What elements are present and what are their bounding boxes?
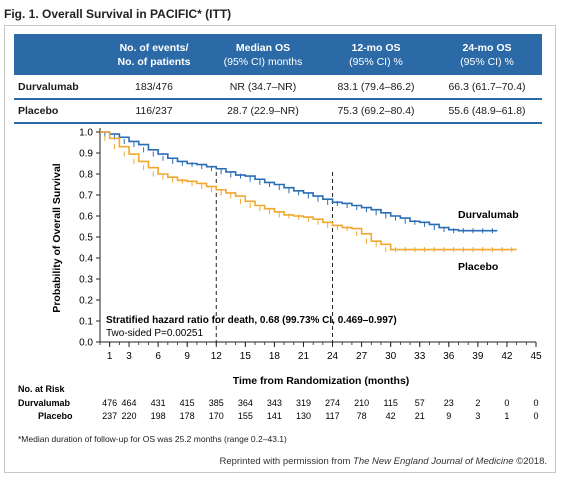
at-risk-title: No. at Risk bbox=[18, 384, 66, 394]
x-tick-label: 36 bbox=[443, 351, 455, 362]
y-tick-label: 0.5 bbox=[79, 233, 93, 244]
credit-suffix: ©2018. bbox=[513, 456, 547, 467]
table-row-durvalumab: Durvalumab 183/476 NR (34.7–NR) 83.1 (79… bbox=[14, 75, 542, 100]
x-tick-label: 27 bbox=[356, 351, 368, 362]
at-risk-count: 3 bbox=[475, 411, 480, 421]
cell-os12: 75.3 (69.2–80.4) bbox=[320, 99, 432, 124]
at-risk-count: 385 bbox=[209, 398, 224, 408]
km-curve-placebo bbox=[100, 131, 517, 251]
footnote: *Median duration of follow-up for OS was… bbox=[18, 434, 287, 444]
row-name: Durvalumab bbox=[14, 75, 102, 100]
at-risk-count: 57 bbox=[415, 398, 425, 408]
cell-events: 183/476 bbox=[102, 75, 206, 100]
at-risk-count: 464 bbox=[122, 398, 137, 408]
series-label-placebo: Placebo bbox=[458, 261, 498, 273]
x-tick-label: 3 bbox=[126, 351, 132, 362]
at-risk-count: 155 bbox=[238, 411, 253, 421]
y-tick-label: 1.0 bbox=[79, 128, 93, 139]
at-risk-count: 343 bbox=[267, 398, 282, 408]
x-axis-label: Time from Randomization (months) bbox=[233, 375, 410, 387]
at-risk-count: 210 bbox=[354, 398, 369, 408]
at-risk-count: 42 bbox=[386, 411, 396, 421]
at-risk-count: 220 bbox=[122, 411, 137, 421]
at-risk-count: 117 bbox=[325, 411, 339, 421]
credit-journal: The New England Journal of Medicine bbox=[353, 456, 514, 467]
hazard-ratio-text: Stratified hazard ratio for death, 0.68 … bbox=[106, 315, 397, 326]
at-risk-count: 415 bbox=[180, 398, 195, 408]
x-tick-label: 39 bbox=[472, 351, 484, 362]
at-risk-count: 237 bbox=[102, 411, 117, 421]
table-header-24mo: 24-mo OS (95% CI) % bbox=[460, 41, 514, 68]
cell-events: 116/237 bbox=[102, 99, 206, 124]
at-risk-count: 23 bbox=[444, 398, 454, 408]
cell-os12: 83.1 (79.4–86.2) bbox=[320, 75, 432, 100]
x-tick-label: 15 bbox=[240, 351, 252, 362]
x-tick-label: 33 bbox=[414, 351, 426, 362]
at-risk-count: 21 bbox=[415, 411, 425, 421]
y-tick-label: 0.6 bbox=[79, 212, 93, 223]
y-tick-label: 0.4 bbox=[79, 254, 93, 265]
cell-os24: 55.6 (48.9–61.8) bbox=[432, 99, 542, 124]
p-value-text: Two-sided P=0.00251 bbox=[106, 328, 203, 339]
cell-median: NR (34.7–NR) bbox=[206, 75, 320, 100]
x-tick-label: 24 bbox=[327, 351, 339, 362]
at-risk-count: 274 bbox=[325, 398, 340, 408]
at-risk-count: 476 bbox=[102, 398, 117, 408]
figure-frame bbox=[4, 25, 556, 473]
table-header-12mo: 12-mo OS (95% CI) % bbox=[349, 41, 403, 68]
y-tick-label: 0.1 bbox=[79, 317, 93, 328]
at-risk-count: 130 bbox=[296, 411, 311, 421]
at-risk-count: 431 bbox=[151, 398, 166, 408]
table-header-events: No. of events/ No. of patients bbox=[117, 41, 191, 68]
x-tick-label: 42 bbox=[501, 351, 513, 362]
at-risk-label-durvalumab: Durvalumab bbox=[18, 398, 71, 408]
cell-median: 28.7 (22.9–NR) bbox=[206, 99, 320, 124]
row-name: Placebo bbox=[14, 99, 102, 124]
x-tick-label: 21 bbox=[298, 351, 310, 362]
cell-os24: 66.3 (61.7–70.4) bbox=[432, 75, 542, 100]
x-tick-label: 9 bbox=[184, 351, 190, 362]
x-tick-label: 1 bbox=[107, 351, 113, 362]
x-tick-label: 18 bbox=[269, 351, 281, 362]
at-risk-count: 170 bbox=[209, 411, 224, 421]
at-risk-count: 115 bbox=[383, 398, 397, 408]
x-tick-label: 45 bbox=[530, 351, 542, 362]
at-risk-count: 0 bbox=[533, 398, 538, 408]
x-tick-label: 6 bbox=[155, 351, 161, 362]
km-curve-durvalumab bbox=[100, 131, 498, 232]
y-tick-label: 0.9 bbox=[79, 149, 93, 160]
x-tick-label: 30 bbox=[385, 351, 397, 362]
table-header-row: No. of events/ No. of patients Median OS… bbox=[14, 34, 542, 75]
at-risk-count: 2 bbox=[475, 398, 480, 408]
y-tick-label: 0.8 bbox=[79, 170, 93, 181]
summary-table: No. of events/ No. of patients Median OS… bbox=[14, 34, 542, 124]
y-tick-label: 0.3 bbox=[79, 275, 93, 286]
figure-title: Fig. 1. Overall Survival in PACIFIC* (IT… bbox=[4, 7, 232, 21]
at-risk-count: 178 bbox=[180, 411, 195, 421]
table-row-placebo: Placebo 116/237 28.7 (22.9–NR) 75.3 (69.… bbox=[14, 99, 542, 124]
at-risk-count: 141 bbox=[267, 411, 282, 421]
at-risk-count: 9 bbox=[446, 411, 451, 421]
at-risk-count: 364 bbox=[238, 398, 253, 408]
at-risk-label-placebo: Placebo bbox=[38, 411, 73, 421]
at-risk-count: 1 bbox=[504, 411, 509, 421]
credit-line: Reprinted with permission from The New E… bbox=[219, 456, 547, 467]
x-tick-label: 12 bbox=[211, 351, 223, 362]
at-risk-count: 78 bbox=[357, 411, 367, 421]
at-risk-count: 0 bbox=[504, 398, 509, 408]
at-risk-count: 198 bbox=[151, 411, 166, 421]
credit-prefix: Reprinted with permission from bbox=[219, 456, 354, 467]
y-tick-label: 0.7 bbox=[79, 191, 93, 202]
y-tick-label: 0.2 bbox=[79, 296, 93, 307]
y-tick-label: 0.0 bbox=[79, 338, 93, 349]
table-header-median: Median OS (95% CI) months bbox=[223, 41, 303, 68]
series-label-durvalumab: Durvalumab bbox=[458, 209, 519, 221]
at-risk-count: 319 bbox=[296, 398, 311, 408]
y-axis-label: Probability of Overall Survival bbox=[51, 163, 63, 312]
at-risk-count: 0 bbox=[533, 411, 538, 421]
